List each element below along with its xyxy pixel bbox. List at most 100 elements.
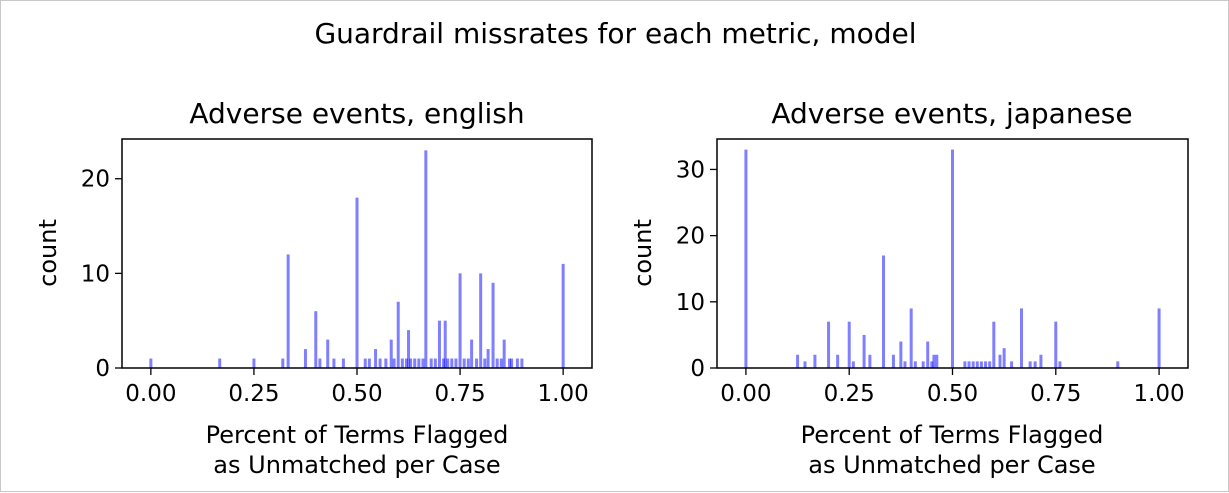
histogram-bar	[462, 358, 466, 368]
histogram-bar	[913, 361, 917, 368]
histogram-bar	[409, 358, 413, 368]
histogram-bar	[998, 354, 1002, 368]
histogram-bar	[458, 273, 462, 368]
histogram-bar	[400, 358, 404, 368]
y-axis-ticks: 0 10 20 30	[676, 157, 717, 382]
subplot-japanese: Adverse events, japanese 0.00 0.25 0.50 0.7…	[629, 97, 1189, 479]
histogram-bar	[510, 358, 514, 368]
histogram-bar	[363, 358, 367, 368]
histogram-bar	[407, 330, 411, 368]
histogram-bar	[446, 358, 450, 368]
histogram-bar	[378, 358, 382, 368]
histogram-bar	[486, 349, 490, 368]
x-tick-label: 0.00	[125, 381, 176, 407]
histogram-bar	[389, 339, 393, 368]
histogram-bar	[903, 361, 907, 368]
histogram-bar	[796, 354, 800, 368]
histogram-bar	[374, 349, 378, 368]
x-tick-label: 0.00	[720, 381, 771, 407]
histogram-bar	[424, 150, 428, 368]
histogram-bar	[515, 358, 519, 368]
histogram-bar	[975, 361, 979, 368]
x-tick-label: 0.50	[331, 381, 382, 407]
y-tick-label: 10	[81, 261, 110, 287]
x-tick-label: 0.25	[228, 381, 279, 407]
histogram-bar	[421, 358, 425, 368]
histogram-bar	[384, 358, 388, 368]
histogram-bar	[520, 358, 524, 368]
x-axis-label-line1: Percent of Terms Flagged	[206, 421, 509, 449]
histogram-bar	[1028, 361, 1032, 368]
histogram-bar	[932, 354, 936, 368]
histogram-bar	[1002, 348, 1006, 368]
histogram-bars	[149, 150, 565, 368]
histogram-bar	[930, 361, 934, 368]
histogram-bar	[992, 321, 996, 368]
histogram-bar	[827, 321, 831, 368]
histogram-bar	[813, 354, 817, 368]
x-tick-label: 0.50	[927, 381, 978, 407]
histogram-bar	[454, 358, 458, 368]
histogram-bar	[281, 358, 285, 368]
x-axis-label-line2: as Unmatched per Case	[808, 451, 1095, 479]
histogram-bar	[836, 354, 840, 368]
x-tick-label: 0.25	[824, 381, 875, 407]
histogram-bar	[429, 358, 433, 368]
y-tick-label: 20	[676, 224, 705, 250]
histogram-bar	[1039, 354, 1043, 368]
histogram-bar	[967, 361, 971, 368]
y-tick-label: 0	[95, 356, 110, 382]
histogram-bar	[979, 361, 983, 368]
x-tick-label: 0.75	[1030, 381, 1081, 407]
histogram-bar	[502, 339, 506, 368]
histogram-bar	[926, 341, 930, 368]
subplot-title: Adverse events, english	[189, 97, 524, 130]
y-tick-label: 30	[676, 157, 705, 183]
y-axis-label: count	[34, 219, 62, 287]
x-axis-label-line1: Percent of Terms Flagged	[801, 421, 1104, 449]
histogram-bar	[1157, 308, 1161, 368]
histogram-bar	[899, 341, 903, 368]
histogram-bar	[404, 358, 408, 368]
histogram-bar	[851, 361, 855, 368]
x-tick-label: 1.00	[538, 381, 589, 407]
histogram-bar	[392, 358, 396, 368]
figure-title: Guardrail missrates for each metric, mod…	[314, 17, 917, 50]
histogram-bar	[443, 320, 447, 368]
histogram-bar	[367, 358, 371, 368]
x-axis-label-line2: as Unmatched per Case	[213, 451, 500, 479]
histogram-bar	[355, 197, 359, 368]
histogram-bar	[868, 354, 872, 368]
histogram-bar	[935, 354, 939, 368]
histogram-bar	[561, 263, 565, 368]
x-axis-ticks: 0.00 0.25 0.50 0.75 1.00	[125, 368, 589, 407]
histogram-bar	[882, 255, 885, 368]
histogram-bar	[332, 358, 336, 368]
histogram-bar	[396, 301, 400, 368]
histogram-bar	[318, 358, 322, 368]
histogram-bar	[341, 358, 345, 368]
histogram-bar	[951, 149, 954, 368]
histogram-bar	[286, 254, 290, 368]
histogram-bar	[971, 361, 975, 368]
histogram-bar	[326, 339, 330, 368]
y-axis-ticks: 0 10 20	[81, 167, 122, 382]
histogram-bar	[499, 358, 503, 368]
histogram-bar	[909, 308, 913, 368]
histogram-bars	[744, 149, 1161, 368]
histogram-bar	[483, 358, 487, 368]
x-tick-label: 0.75	[434, 381, 485, 407]
histogram-bar	[1116, 361, 1120, 368]
y-tick-label: 20	[81, 167, 110, 193]
histogram-bar	[413, 358, 417, 368]
histogram-bar	[988, 361, 992, 368]
histogram-bar	[466, 358, 470, 368]
histogram-bar	[1054, 321, 1058, 368]
histogram-bar	[303, 349, 307, 368]
y-axis-label: count	[629, 219, 657, 287]
histogram-bar	[963, 361, 967, 368]
histogram-bar	[508, 358, 512, 368]
histogram-bar	[891, 354, 895, 368]
